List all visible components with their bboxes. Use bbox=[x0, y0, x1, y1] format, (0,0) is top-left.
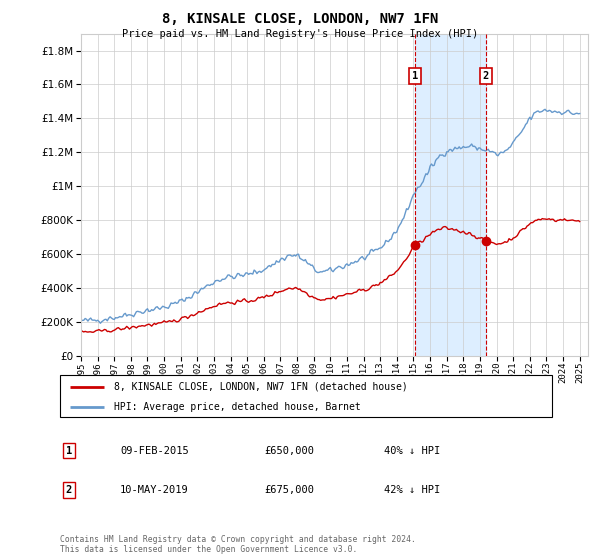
Text: Contains HM Land Registry data © Crown copyright and database right 2024.
This d: Contains HM Land Registry data © Crown c… bbox=[60, 535, 416, 554]
Text: 8, KINSALE CLOSE, LONDON, NW7 1FN: 8, KINSALE CLOSE, LONDON, NW7 1FN bbox=[162, 12, 438, 26]
Text: 2: 2 bbox=[483, 71, 489, 81]
Text: 2: 2 bbox=[66, 485, 72, 495]
Bar bbox=[415, 34, 486, 356]
Text: 09-FEB-2015: 09-FEB-2015 bbox=[120, 446, 189, 456]
Text: 1: 1 bbox=[66, 446, 72, 456]
Text: £675,000: £675,000 bbox=[264, 485, 314, 495]
Text: 42% ↓ HPI: 42% ↓ HPI bbox=[384, 485, 440, 495]
FancyBboxPatch shape bbox=[60, 375, 552, 417]
Text: 40% ↓ HPI: 40% ↓ HPI bbox=[384, 446, 440, 456]
Text: Price paid vs. HM Land Registry's House Price Index (HPI): Price paid vs. HM Land Registry's House … bbox=[122, 29, 478, 39]
Text: HPI: Average price, detached house, Barnet: HPI: Average price, detached house, Barn… bbox=[114, 402, 361, 412]
Text: 10-MAY-2019: 10-MAY-2019 bbox=[120, 485, 189, 495]
Text: 1: 1 bbox=[412, 71, 418, 81]
Text: 8, KINSALE CLOSE, LONDON, NW7 1FN (detached house): 8, KINSALE CLOSE, LONDON, NW7 1FN (detac… bbox=[114, 382, 408, 392]
Text: £650,000: £650,000 bbox=[264, 446, 314, 456]
